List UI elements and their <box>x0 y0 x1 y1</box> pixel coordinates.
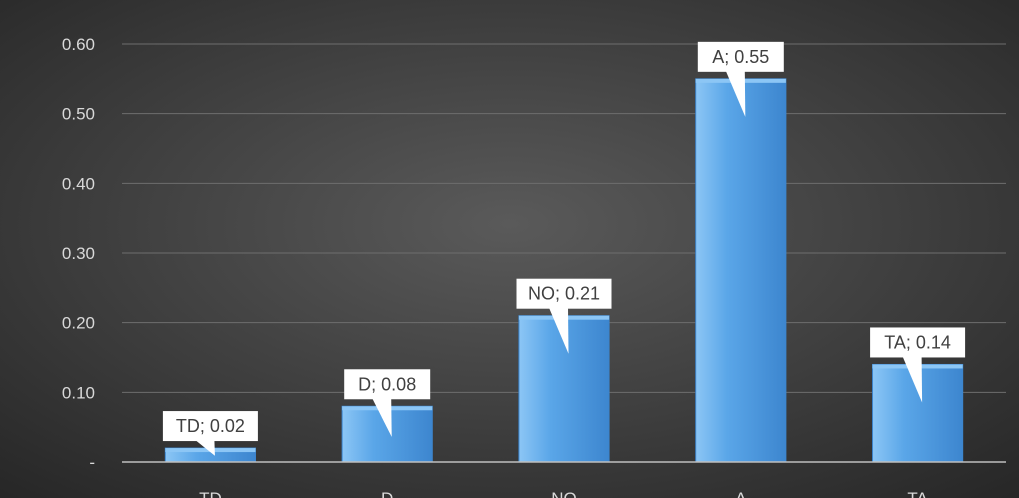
callout-pointer <box>195 440 215 456</box>
data-label: A; 0.55 <box>712 47 769 67</box>
callout-box <box>516 278 612 309</box>
bar-a <box>695 78 787 463</box>
y-axis-tick-labels: - 0.10 0.20 0.30 0.40 0.50 0.60 <box>62 35 95 472</box>
callout-box <box>697 41 784 72</box>
y-tick-label: 0.30 <box>62 244 95 263</box>
callout-pointer <box>549 307 569 354</box>
data-label-callout: TA; 0.14 <box>870 327 966 403</box>
y-tick-label: - <box>89 453 95 472</box>
x-tick-label: A <box>735 489 747 498</box>
data-label: TA; 0.14 <box>884 332 951 352</box>
data-label: TD; 0.02 <box>176 416 245 436</box>
data-label-callout: D; 0.08 <box>344 369 431 437</box>
y-tick-label: 0.10 <box>62 383 95 402</box>
data-label-callout: NO; 0.21 <box>516 278 612 354</box>
x-tick-label: NO <box>551 489 577 498</box>
y-tick-label: 0.50 <box>62 105 95 124</box>
callout-box <box>870 327 966 358</box>
data-label-callout: TD; 0.02 <box>162 411 258 456</box>
callout-pointer <box>725 70 746 117</box>
x-tick-label: TA <box>907 489 928 498</box>
gridlines <box>122 43 1006 393</box>
y-tick-label: 0.40 <box>62 174 95 193</box>
data-labels: TD; 0.02 D; 0.08 NO; 0.21 A; 0.55 TA; 0.14 <box>162 41 966 456</box>
data-label: NO; 0.21 <box>528 284 600 304</box>
x-tick-label: D <box>381 489 393 498</box>
callout-pointer <box>372 398 392 437</box>
y-tick-label: 0.60 <box>62 35 95 54</box>
callout-pointer <box>902 356 923 403</box>
data-label-callout: A; 0.55 <box>697 41 784 117</box>
x-axis-tick-labels: TD D NO A TA <box>199 489 928 498</box>
callout-box <box>162 411 258 442</box>
y-tick-label: 0.20 <box>62 314 95 333</box>
data-label: D; 0.08 <box>358 374 416 394</box>
x-tick-label: TD <box>199 489 222 498</box>
callout-box <box>344 369 431 400</box>
